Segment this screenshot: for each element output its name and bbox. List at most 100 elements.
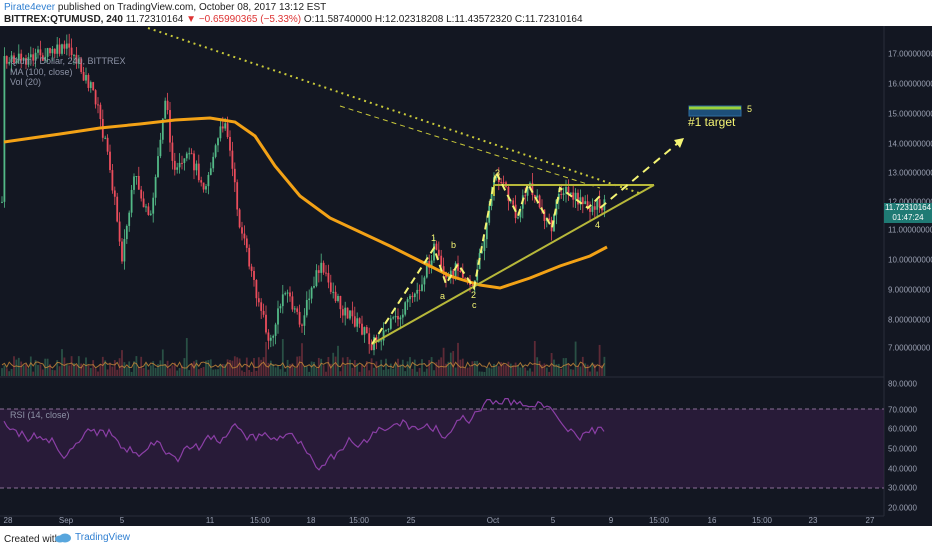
candle-body — [183, 158, 186, 164]
volume-bar — [361, 364, 363, 376]
volume-bar — [145, 363, 147, 376]
candle-body — [140, 189, 143, 199]
volume-bar — [442, 347, 445, 376]
price-chart[interactable] — [0, 26, 932, 526]
wave-label-1: 1 — [431, 233, 437, 243]
volume-bar — [10, 368, 13, 376]
candle-body — [313, 286, 315, 288]
chart-area[interactable]: Qtum / Dollar, 240, BITTREX MA (100, clo… — [0, 26, 932, 526]
candle-body — [255, 279, 258, 299]
volume-bar — [61, 349, 63, 376]
volume-bar — [409, 357, 411, 376]
ascending-support-line[interactable] — [371, 184, 655, 345]
time-tick: 15:00 — [348, 516, 370, 525]
projection-line[interactable] — [599, 137, 685, 209]
volume-bar — [517, 364, 519, 376]
footer: Created with TradingView — [0, 528, 932, 550]
price-tick: 13.00000000 — [888, 168, 932, 178]
descending-trendline-dashed[interactable] — [339, 105, 601, 189]
candle-body — [32, 54, 35, 61]
symbol-label: BITTREX:QTUMUSD, 240 — [4, 14, 123, 25]
volume-bar — [37, 364, 39, 376]
volume-bar — [445, 363, 447, 376]
candle-body — [435, 243, 438, 250]
volume-bar — [411, 368, 414, 376]
volume-bar — [363, 368, 366, 376]
candle-body — [133, 176, 135, 190]
candle-body — [519, 208, 522, 218]
candle-body — [202, 182, 205, 190]
candle-body — [20, 53, 23, 61]
candle-body — [286, 292, 289, 294]
candle-body — [452, 270, 455, 279]
candle-body — [178, 162, 181, 168]
volume-bar — [101, 356, 104, 376]
tradingview-brand[interactable]: TradingView — [54, 532, 130, 543]
volume-bar — [394, 363, 397, 376]
candle-body — [257, 298, 260, 303]
volume-bar — [466, 367, 469, 376]
candle-body — [289, 292, 291, 297]
volume-bar — [197, 369, 200, 376]
volume-bar — [603, 356, 606, 376]
volume-bar — [41, 369, 44, 376]
volume-bar — [202, 366, 205, 376]
volume-bar — [130, 371, 133, 376]
descending-trendline-dotted[interactable] — [147, 27, 643, 195]
candle-body — [229, 136, 231, 151]
candle-body — [341, 309, 344, 316]
candle-body — [339, 295, 342, 310]
time-tick: 28 — [3, 516, 13, 525]
candle-body — [164, 100, 167, 119]
candle-body — [536, 195, 539, 198]
volume-bar — [301, 343, 303, 376]
elliott-wave-path[interactable] — [371, 168, 601, 345]
volume-bar — [77, 356, 80, 376]
candle-body — [387, 328, 390, 330]
candle-body — [253, 270, 255, 280]
target-box[interactable] — [688, 105, 742, 117]
candle-body — [581, 197, 584, 204]
candle-body — [135, 176, 138, 178]
volume-bar — [171, 365, 174, 376]
volume-bar — [543, 363, 546, 376]
candle-body — [185, 153, 188, 159]
volume-bar — [217, 369, 219, 376]
candle-body — [471, 284, 474, 286]
candle-body — [250, 266, 253, 271]
volume-bar — [137, 367, 140, 376]
ma-indicator-label[interactable]: MA (100, close) — [10, 66, 73, 77]
volume-bar — [152, 361, 155, 376]
volume-bar — [94, 368, 97, 376]
candle-body — [190, 153, 193, 155]
author-link[interactable]: Pirate4ever — [4, 2, 56, 13]
candle-body — [481, 250, 483, 254]
candle-body — [147, 206, 150, 215]
volume-bar — [536, 357, 539, 376]
volume-bar — [548, 371, 551, 376]
volume-bar — [97, 371, 99, 376]
rsi-indicator-label[interactable]: RSI (14, close) — [10, 410, 70, 420]
brand-label[interactable]: TradingView — [75, 532, 131, 543]
price-axis[interactable]: 17.00000000 16.00000000 15.00000000 14.0… — [884, 26, 932, 526]
volume-bar — [277, 365, 279, 376]
price-tick: 15.00000000 — [888, 109, 932, 119]
candle-body — [3, 56, 6, 202]
main-series-label[interactable]: Qtum / Dollar, 240, BITTREX — [10, 56, 126, 66]
time-axis[interactable]: 28 Sep 5 11 15:00 18 15:00 25 Oct 5 9 15… — [0, 516, 884, 528]
volume-bar — [586, 364, 589, 376]
wave-label-3: 3 — [495, 168, 501, 178]
candle-body — [488, 206, 491, 223]
volume-bar — [591, 362, 594, 376]
volume-indicator-label[interactable]: Vol (20) — [10, 77, 42, 87]
candle-body — [176, 167, 179, 170]
candle-body — [106, 137, 109, 152]
candle-body — [27, 57, 30, 65]
volume-bar — [267, 362, 270, 376]
volume-bar — [140, 356, 143, 376]
candle-body — [375, 337, 378, 342]
volume-bar — [248, 370, 251, 376]
candle-body — [593, 206, 596, 210]
candle-body — [70, 47, 73, 56]
time-tick: 15:00 — [751, 516, 773, 525]
